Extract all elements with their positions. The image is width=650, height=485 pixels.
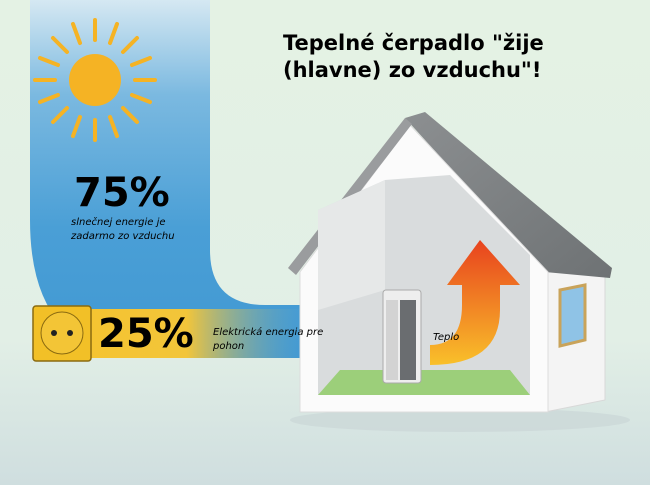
house-roof xyxy=(405,112,612,278)
heat-pump-unit xyxy=(382,289,422,384)
electric-energy-description: Elektrická energia pre pohon xyxy=(213,327,324,352)
title-line-2: (hlavne) zo vzduchu"! xyxy=(283,58,542,82)
house-illustration xyxy=(288,112,630,432)
air-energy-percent: 75% xyxy=(74,170,170,216)
power-socket-icon xyxy=(32,305,92,362)
heat-arrow xyxy=(430,240,520,365)
sun-icon xyxy=(33,18,157,142)
electric-band xyxy=(90,309,305,358)
heat-label: Teplo xyxy=(433,332,460,343)
air-energy-description: slnečnej energie je zadarmo zo vzduchu xyxy=(71,217,175,242)
house-window xyxy=(558,283,587,348)
electric-energy-percent: 25% xyxy=(98,311,194,357)
title-line-1: Tepelné čerpadlo "žije xyxy=(283,31,544,55)
house-floor xyxy=(318,370,530,395)
page-title: Tepelné čerpadlo "žije (hlavne) zo vzduc… xyxy=(283,30,544,84)
